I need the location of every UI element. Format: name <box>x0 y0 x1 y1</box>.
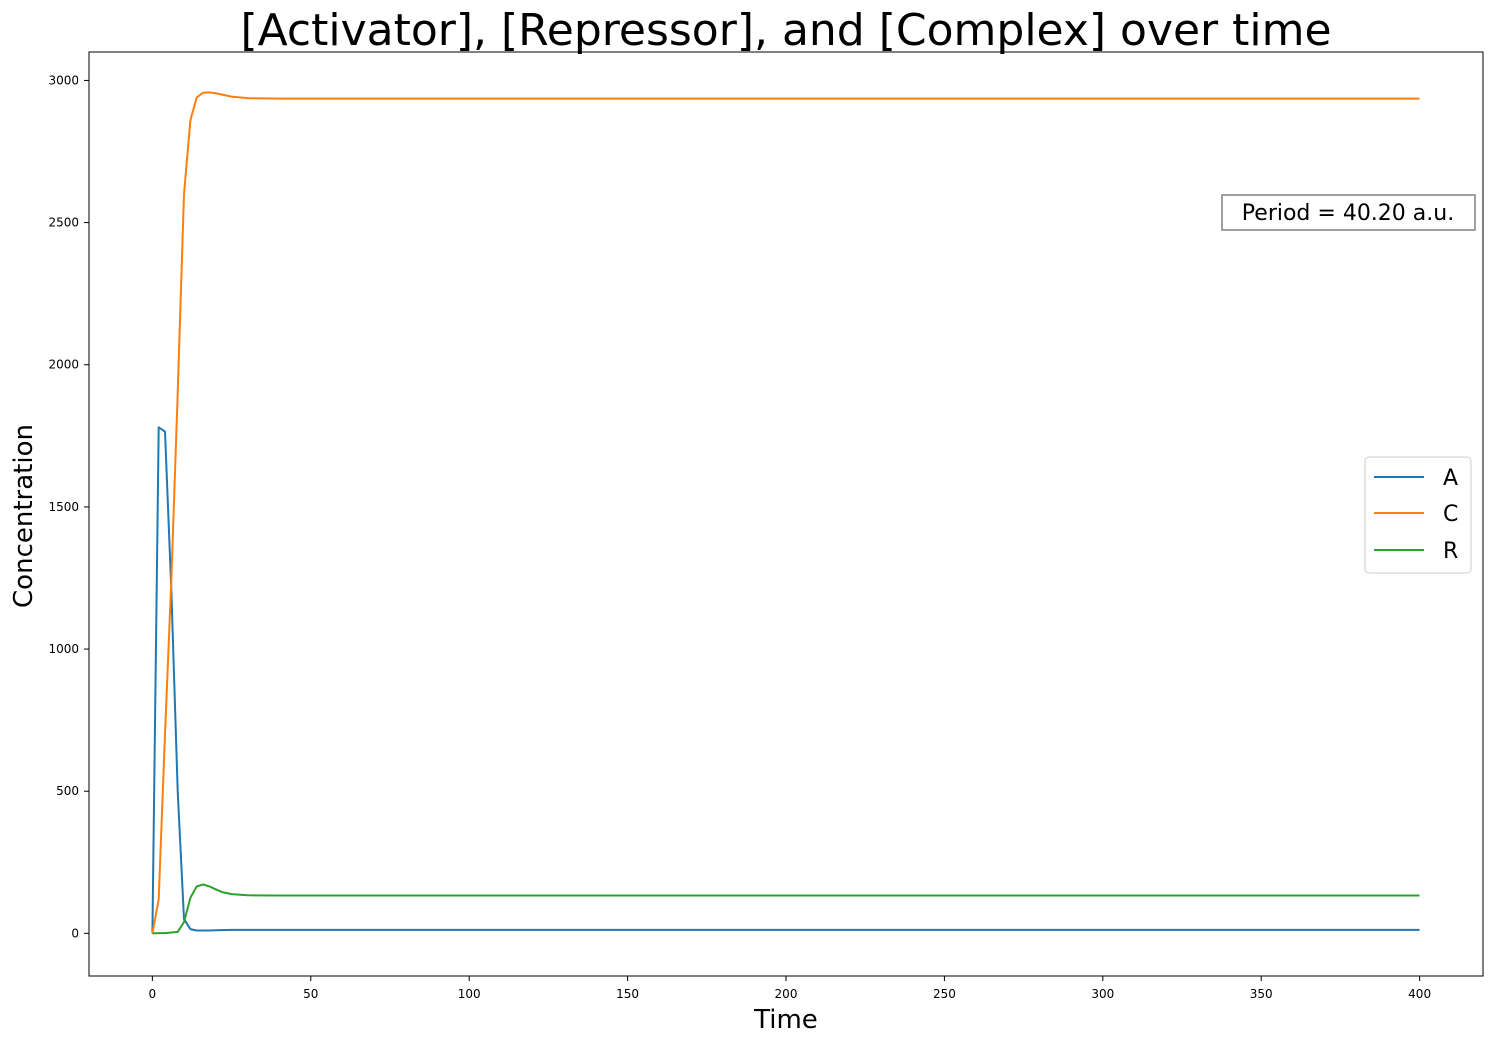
y-tick-label: 2500 <box>48 216 79 230</box>
x-axis-label: Time <box>753 1005 818 1035</box>
x-tick-label: 350 <box>1250 987 1273 1001</box>
x-tick-label: 150 <box>616 987 639 1001</box>
x-tick-label: 100 <box>458 987 481 1001</box>
x-tick-label: 0 <box>149 987 157 1001</box>
y-tick-label: 500 <box>56 784 79 798</box>
series-line-r <box>152 883 1420 935</box>
x-axis: 0 50 100 150 200 250 300 350 400 <box>149 976 1431 1001</box>
annotation-box: Period = 40.20 a.u. <box>1221 194 1476 231</box>
series-layer <box>151 91 1420 935</box>
y-axis: 0 500 1000 1500 2000 2500 3000 <box>48 73 89 940</box>
chart-title: [Activator], [Repressor], and [Complex] … <box>240 5 1331 56</box>
y-tick-label: 2000 <box>48 358 79 372</box>
y-axis-label: Concentration <box>9 424 39 608</box>
y-tick-label: 1000 <box>48 642 79 656</box>
legend-label-r: R <box>1443 539 1458 564</box>
x-tick-label: 400 <box>1408 987 1431 1001</box>
annotation-frame <box>1221 194 1476 231</box>
legend: ACR <box>1364 456 1472 574</box>
series-line-a <box>151 426 1420 934</box>
y-tick-label: 3000 <box>48 73 79 87</box>
y-tick-label: 1500 <box>48 500 79 514</box>
y-tick-label: 0 <box>71 926 79 940</box>
x-tick-label: 50 <box>303 987 318 1001</box>
legend-label-c: C <box>1443 502 1458 527</box>
legend-label-a: A <box>1443 466 1458 491</box>
x-tick-label: 200 <box>775 987 798 1001</box>
x-tick-label: 300 <box>1091 987 1114 1001</box>
plot-frame <box>88 51 1484 977</box>
legend-frame <box>1364 456 1472 574</box>
series-line-c <box>151 91 1420 934</box>
x-tick-label: 250 <box>933 987 956 1001</box>
annotation-text: Period = 40.20 a.u. <box>1242 201 1454 226</box>
